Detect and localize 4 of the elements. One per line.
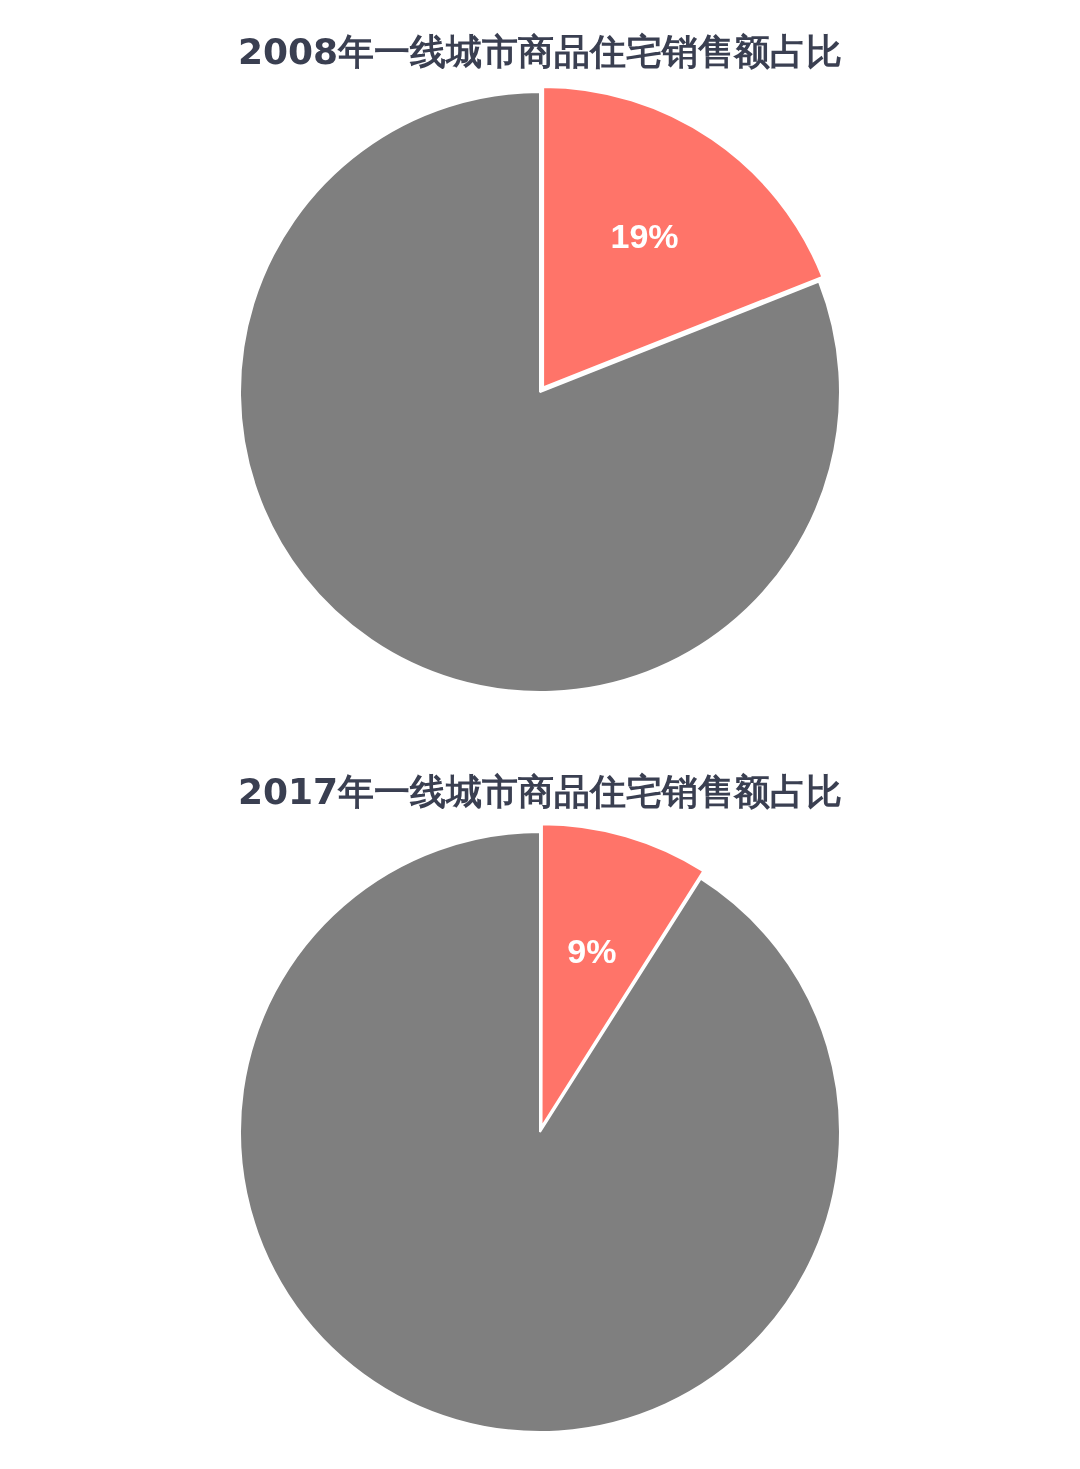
data-label: 19% (610, 216, 679, 255)
chart-title: 2008年一线城市商品住宅销售额占比 (236, 30, 844, 72)
chart-title: 2017年一线城市商品住宅销售额占比 (236, 770, 844, 812)
data-label: 9% (567, 931, 617, 970)
